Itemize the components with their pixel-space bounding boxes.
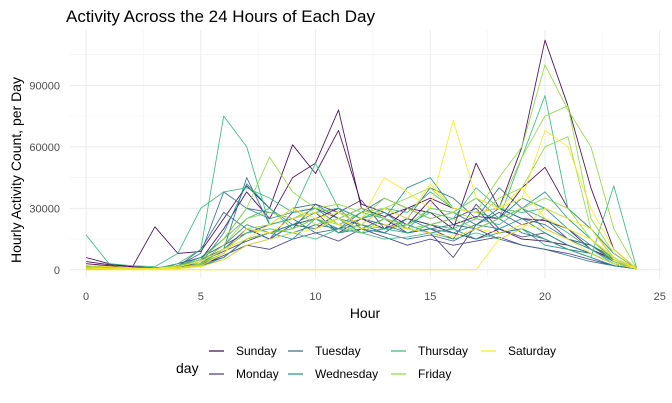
x-tick-label: 20	[539, 291, 551, 303]
y-tick-label: 90000	[29, 80, 60, 92]
y-tick-labels: 0 30000 60000 90000	[29, 80, 60, 276]
series-lines	[85, 39, 638, 271]
series-line-saturday	[86, 129, 638, 270]
series-line-friday	[86, 64, 638, 270]
chart-title: Activity Across the 24 Hours of Each Day	[66, 7, 375, 26]
legend-label-monday: Monday	[236, 367, 279, 381]
x-tick-label: 10	[309, 291, 321, 303]
legend-label-friday: Friday	[418, 367, 451, 381]
y-axis-title: Hourly Activity Count, per Day	[8, 77, 24, 263]
x-axis-title: Hour	[350, 305, 381, 321]
x-tick-label: 0	[83, 291, 89, 303]
x-tick-label: 15	[424, 291, 436, 303]
y-tick-label: 0	[54, 265, 60, 277]
x-tick-labels: 0 5 10 15 20 25	[83, 291, 666, 303]
legend-label-wednesday: Wednesday	[315, 367, 378, 381]
legend-title: day	[176, 360, 199, 376]
series-line-saturday	[86, 119, 637, 270]
legend: Sunday Monday Tuesday Wednesday Thursday Frid…	[209, 344, 556, 381]
legend-label-tuesday: Tuesday	[315, 344, 361, 358]
y-tick-label: 60000	[29, 142, 60, 154]
series-line-saturday	[86, 207, 637, 271]
x-tick-label: 25	[654, 291, 666, 303]
series-line-saturday	[86, 218, 637, 270]
legend-label-thursday: Thursday	[418, 344, 468, 358]
legend-label-sunday: Sunday	[236, 344, 277, 358]
x-tick-label: 5	[198, 291, 204, 303]
legend-label-saturday: Saturday	[508, 344, 556, 358]
y-tick-label: 30000	[29, 203, 60, 215]
